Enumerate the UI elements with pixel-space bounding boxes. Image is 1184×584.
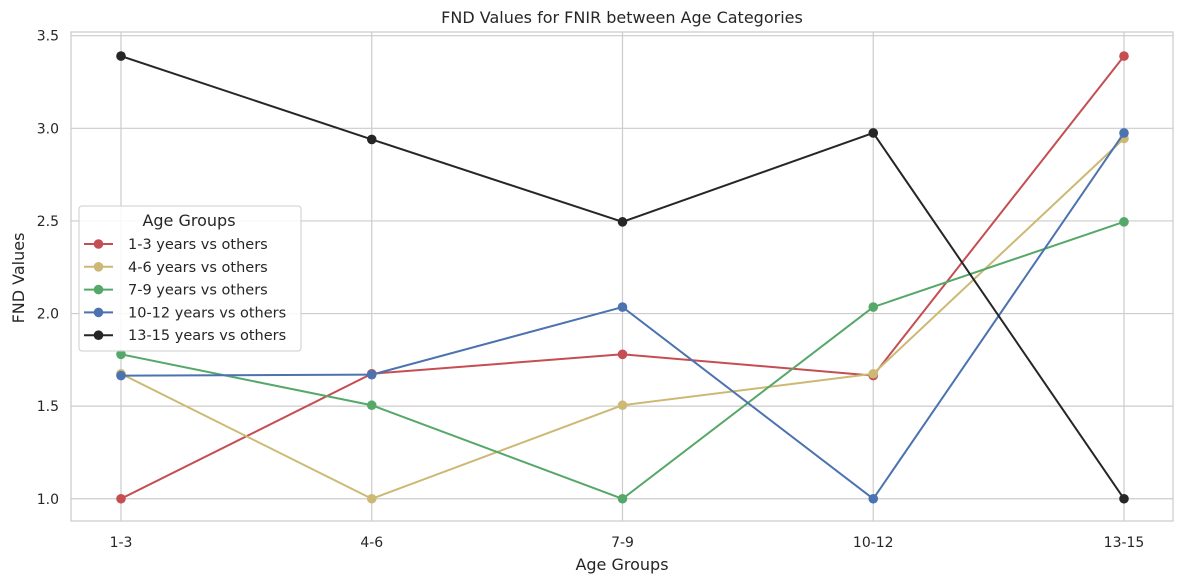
data-point <box>617 217 628 227</box>
data-point <box>1119 493 1129 504</box>
x-tick-label: 1-3 <box>110 535 133 551</box>
legend: Age Groups 1-3 years vs others 4-6 years … <box>78 205 302 352</box>
legend-marker <box>93 307 104 318</box>
legend-item: 10-12 years vs others <box>84 305 286 321</box>
data-point <box>116 493 126 504</box>
data-point <box>617 493 628 504</box>
data-point <box>868 128 879 138</box>
series-5 <box>116 51 1129 504</box>
legend-items: 1-3 years vs others 4-6 years vs others 7-… <box>84 237 286 344</box>
legend-label: 10-12 years vs others <box>128 305 286 321</box>
legend-item: 13-15 years vs others <box>84 328 286 344</box>
y-tick-label: 1.5 <box>37 399 59 415</box>
y-axis-label: FND Values <box>9 233 28 324</box>
data-point <box>116 370 126 381</box>
legend-label: 13-15 years vs others <box>128 328 286 344</box>
legend-title: Age Groups <box>142 211 235 230</box>
series-lines <box>116 51 1129 504</box>
series-3 <box>116 217 1129 504</box>
legend-item: 7-9 years vs others <box>84 283 268 299</box>
y-tick-label: 2.5 <box>37 214 59 230</box>
data-point <box>366 134 377 145</box>
x-tick-label: 7-9 <box>611 535 634 551</box>
data-point <box>1119 128 1129 138</box>
y-tick-label: 3.0 <box>37 121 59 137</box>
data-point <box>116 349 126 360</box>
data-point <box>617 302 628 312</box>
data-point <box>366 400 377 411</box>
data-point <box>617 400 628 411</box>
plot-frame <box>70 31 1174 522</box>
legend-marker <box>93 330 104 341</box>
x-axis-label: Age Groups <box>575 555 668 574</box>
y-tick-label: 3.5 <box>37 29 59 45</box>
legend-label: 4-6 years vs others <box>128 260 268 276</box>
y-tick-label: 2.0 <box>37 307 59 323</box>
y-tick-label: 1.0 <box>37 492 59 508</box>
x-tick-label: 4-6 <box>360 535 383 551</box>
legend-label: 7-9 years vs others <box>128 283 268 299</box>
x-tick-label: 10-12 <box>853 535 894 551</box>
x-tick-label: 13-15 <box>1104 535 1145 551</box>
series-4 <box>116 128 1129 504</box>
data-point <box>366 493 377 504</box>
data-point <box>868 302 879 312</box>
data-point <box>868 368 879 379</box>
chart-title: FND Values for FNIR between Age Categori… <box>441 8 803 27</box>
data-point <box>366 369 377 380</box>
y-axis-ticks: 1.0 1.5 2.0 2.5 3.0 3.5 <box>37 29 59 508</box>
legend-label: 1-3 years vs others <box>128 237 268 253</box>
legend-marker <box>93 262 104 272</box>
legend-item: 4-6 years vs others <box>84 260 268 276</box>
legend-marker <box>93 239 104 249</box>
data-point <box>617 349 628 360</box>
data-point <box>868 493 879 504</box>
legend-item: 1-3 years vs others <box>84 237 268 253</box>
x-axis-ticks: 1-3 4-6 7-9 10-12 13-15 <box>110 535 1145 551</box>
data-point <box>116 51 126 61</box>
legend-marker <box>93 284 104 295</box>
data-point <box>1119 51 1129 61</box>
data-point <box>1119 217 1129 227</box>
legend-box <box>78 205 302 352</box>
